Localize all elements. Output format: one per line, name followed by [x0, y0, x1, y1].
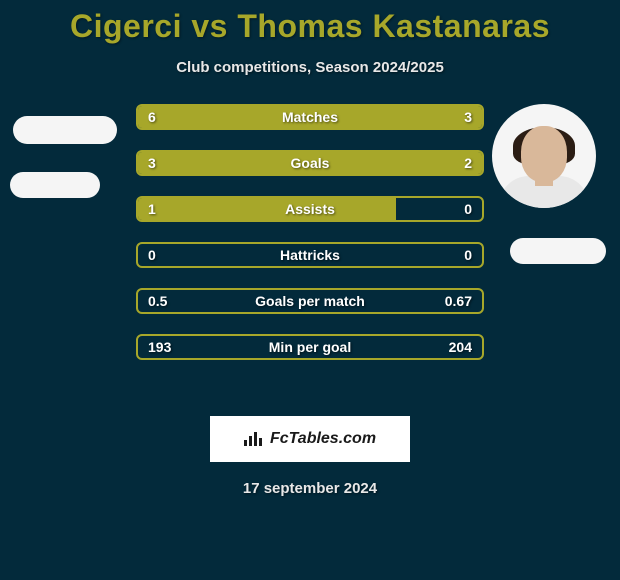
stat-value-left: 0.5	[148, 293, 167, 309]
stat-value-right: 0	[464, 201, 472, 217]
brand-text: FcTables.com	[270, 430, 376, 448]
avatar-photo	[492, 104, 596, 208]
stat-label: Assists	[285, 201, 335, 217]
stat-value-left: 1	[148, 201, 156, 217]
stat-row: 3 2 Goals	[136, 150, 484, 176]
stat-label: Goals	[291, 155, 330, 171]
bar-left-fill	[138, 198, 396, 220]
stat-row: 0.5 0.67 Goals per match	[136, 288, 484, 314]
stat-row: 1 0 Assists	[136, 196, 484, 222]
page-title: Cigerci vs Thomas Kastanaras	[0, 0, 620, 45]
stat-value-right: 0	[464, 247, 472, 263]
subtitle: Club competitions, Season 2024/2025	[0, 59, 620, 76]
stat-value-right: 204	[449, 339, 472, 355]
avatar-placeholder-icon	[13, 116, 117, 144]
brand-bars-icon	[244, 432, 262, 446]
avatar-placeholder-icon	[510, 238, 606, 264]
stat-label: Matches	[282, 109, 338, 125]
stat-label: Goals per match	[255, 293, 365, 309]
stat-label: Hattricks	[280, 247, 340, 263]
stat-bars: 63Matches32Goals10Assists00Hattricks0.50…	[136, 104, 484, 360]
stat-value-right: 0.67	[445, 293, 472, 309]
stat-row: 0 0 Hattricks	[136, 242, 484, 268]
stat-row: 193 204 Min per goal	[136, 334, 484, 360]
player-left-avatar	[0, 104, 130, 198]
stat-label: Min per goal	[269, 339, 351, 355]
stat-value-right: 2	[464, 155, 472, 171]
stat-value-left: 6	[148, 109, 156, 125]
player-right-avatar	[490, 104, 620, 264]
stat-value-left: 0	[148, 247, 156, 263]
stat-value-left: 3	[148, 155, 156, 171]
stat-value-left: 193	[148, 339, 171, 355]
brand-badge: FcTables.com	[210, 416, 410, 462]
comparison-content: 63Matches32Goals10Assists00Hattricks0.50…	[0, 104, 620, 394]
date-label: 17 september 2024	[0, 480, 620, 497]
stat-row: 6 3 Matches	[136, 104, 484, 130]
bar-right-fill	[344, 152, 482, 174]
avatar-placeholder-icon	[10, 172, 100, 198]
stat-value-right: 3	[464, 109, 472, 125]
